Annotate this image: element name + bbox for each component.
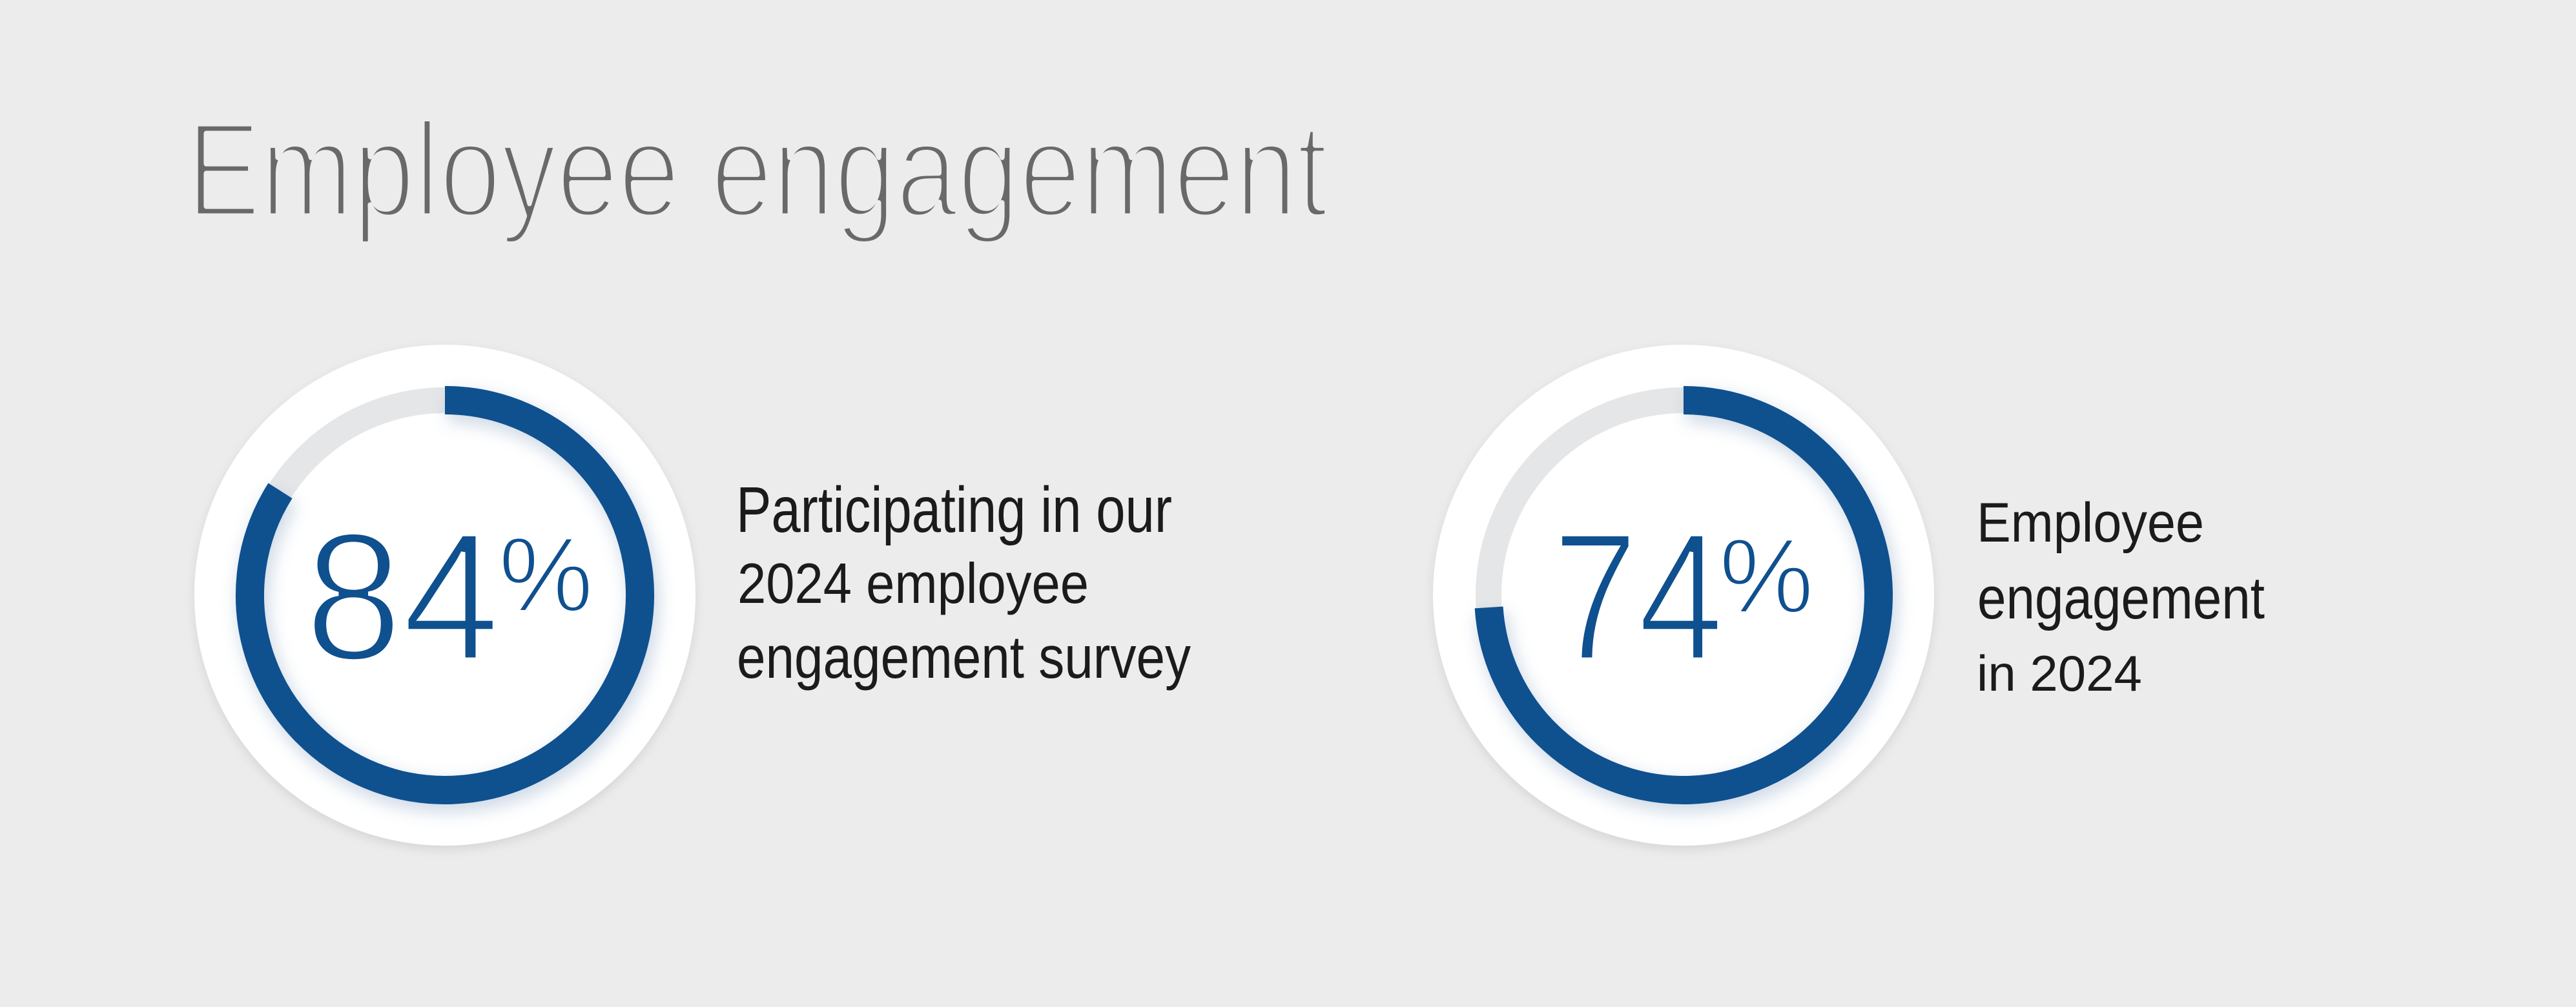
svg-text:74: 74	[1552, 494, 1724, 698]
svg-text:Participating in our: Participating in our	[736, 474, 1172, 546]
svg-text:engagement survey: engagement survey	[737, 624, 1191, 691]
svg-text:84: 84	[305, 494, 500, 698]
svg-text:Employee: Employee	[1977, 492, 2204, 554]
svg-text:2024 employee: 2024 employee	[737, 551, 1089, 615]
svg-text:in 2024: in 2024	[1977, 645, 2142, 702]
svg-text:%: %	[1719, 516, 1814, 635]
svg-text:engagement: engagement	[1977, 565, 2265, 631]
svg-text:Employee engagement: Employee engagement	[187, 95, 1328, 245]
svg-text:%: %	[499, 515, 593, 634]
